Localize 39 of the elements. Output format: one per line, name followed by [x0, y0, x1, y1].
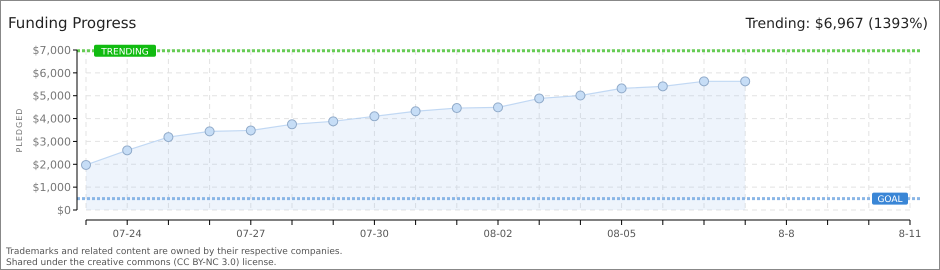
y-tick-label: $1,000 — [32, 181, 71, 194]
x-tick-label: 07-30 — [360, 229, 389, 240]
point — [493, 102, 503, 112]
point — [410, 106, 421, 116]
point — [122, 145, 132, 156]
y-tick-label: $5,000 — [32, 90, 71, 103]
x-tick-label: 8-8 — [778, 229, 795, 240]
point — [616, 83, 627, 94]
point — [81, 160, 91, 170]
point — [452, 103, 462, 114]
y-tick-label: $6,000 — [32, 66, 71, 80]
text: Trademarks and related content are owned by their respective companies. — [5, 247, 342, 257]
text: Shared under the creative commons (CC BY-NC 3.0) license. — [6, 258, 277, 268]
point — [163, 132, 174, 142]
point — [534, 93, 544, 104]
text: Trending: $6,967 (1393%) — [744, 16, 928, 32]
y-tick-label: $7,000 — [32, 44, 71, 57]
ref-line-label: GOAL — [877, 195, 903, 206]
point — [575, 90, 586, 100]
point — [369, 111, 380, 122]
point — [287, 119, 297, 130]
point — [699, 76, 709, 86]
y-tick-label: $0 — [57, 204, 71, 217]
x-tick-label: 08-02 — [483, 229, 513, 240]
x-tick-label: 08-05 — [607, 229, 636, 240]
y-axis-title: PLEDGED — [15, 108, 24, 152]
point — [658, 81, 668, 92]
point — [246, 125, 256, 136]
y-tick-label: $2,000 — [32, 158, 71, 172]
x-tick-label: 07-27 — [236, 229, 266, 240]
point — [328, 116, 338, 126]
point — [740, 76, 750, 86]
point — [204, 126, 215, 136]
ref-line-label: TRENDING — [100, 47, 149, 58]
y-tick-label: $4,000 — [32, 112, 71, 126]
chart-title: Funding Progress — [8, 14, 137, 32]
y-tick-label: $3,000 — [32, 135, 71, 148]
x-tick-label: 07-24 — [112, 229, 142, 240]
x-tick-label: 8-11 — [898, 229, 922, 240]
